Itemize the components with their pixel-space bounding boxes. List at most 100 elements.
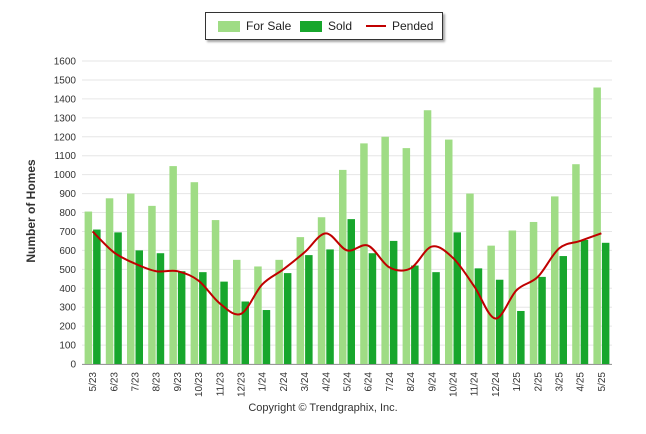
pended-swatch	[366, 25, 386, 27]
x-tick-label: 5/23	[88, 372, 99, 392]
y-tick-label: 0	[70, 360, 76, 371]
x-tick-label: 11/24	[470, 372, 481, 397]
bars	[84, 87, 610, 364]
bar-for-sale-6/23	[105, 198, 114, 364]
legend-item-sold: Sold	[300, 13, 352, 39]
bar-for-sale-12/24	[487, 245, 495, 364]
y-axis-ticks: 0 100 200 300 400 500 600 700 800 900 1000 1100 1200…	[54, 57, 77, 371]
bar-sold-6/23	[114, 232, 122, 364]
pended-line	[91, 230, 602, 320]
x-tick-label: 1/25	[512, 372, 523, 392]
x-tick-label: 5/25	[597, 372, 608, 392]
y-tick-label: 600	[59, 246, 76, 257]
y-tick-label: 400	[59, 284, 76, 295]
x-axis-ticks: 5/23 6/23 7/23 8/23 9/23 10/23 11/23 12/23 1/24 2…	[88, 372, 608, 397]
bar-for-sale-5/23	[84, 211, 93, 364]
x-tick-label: 2/25	[533, 372, 544, 392]
legend-label-for-sale: For Sale	[246, 19, 292, 33]
bar-sold-2/25	[538, 276, 546, 364]
x-tick-label: 10/24	[449, 372, 460, 397]
bar-for-sale-4/24	[317, 217, 326, 364]
x-tick-label: 6/24	[364, 372, 375, 392]
bar-sold-9/24	[432, 272, 440, 364]
x-tick-label: 3/25	[555, 372, 566, 392]
bar-for-sale-4/25	[572, 164, 580, 364]
legend: For Sale Sold Pended	[205, 12, 443, 40]
x-tick-label: 12/24	[491, 372, 502, 397]
for-sale-swatch	[218, 20, 240, 32]
bar-for-sale-5/24	[339, 169, 347, 364]
x-tick-label: 8/23	[152, 372, 163, 392]
y-tick-label: 700	[59, 227, 76, 238]
x-tick-label: 9/24	[427, 372, 438, 392]
bar-sold-8/24	[411, 265, 419, 364]
y-tick-label: 1000	[54, 170, 77, 181]
x-tick-label: 12/23	[237, 372, 248, 397]
bar-for-sale-10/23	[190, 182, 199, 364]
pended-line-group	[91, 230, 602, 320]
bar-sold-5/25	[601, 242, 610, 364]
legend-label-sold: Sold	[328, 19, 353, 33]
bar-for-sale-9/24	[423, 110, 432, 364]
bar-sold-1/25	[517, 310, 525, 364]
x-tick-label: 8/24	[406, 372, 417, 392]
bar-for-sale-1/24	[254, 266, 262, 364]
bar-for-sale-2/25	[529, 221, 538, 364]
bar-for-sale-5/25	[593, 87, 601, 364]
bar-for-sale-7/23	[127, 193, 135, 364]
bar-for-sale-11/23	[211, 220, 220, 364]
y-tick-label: 900	[59, 189, 76, 200]
bar-sold-12/24	[495, 279, 504, 364]
x-tick-label: 5/24	[343, 372, 354, 392]
bar-sold-5/24	[347, 219, 355, 364]
y-tick-label: 1600	[54, 57, 77, 68]
y-tick-label: 1300	[54, 113, 77, 124]
bar-sold-9/23	[177, 271, 186, 364]
x-tick-label: 10/23	[194, 372, 205, 397]
legend-item-pended: Pended	[366, 13, 433, 39]
y-tick-label: 100	[59, 341, 76, 352]
x-tick-label: 2/24	[279, 372, 290, 392]
legend-label-pended: Pended	[392, 19, 434, 33]
bar-sold-6/24	[368, 253, 377, 364]
legend-item-for-sale: For Sale	[218, 13, 291, 39]
bar-sold-4/25	[580, 239, 589, 364]
bar-for-sale-7/24	[381, 136, 389, 364]
y-tick-label: 800	[59, 208, 76, 219]
bar-sold-7/23	[135, 250, 143, 364]
bar-sold-8/23	[156, 253, 165, 364]
copyright-footer: Copyright © Trendgraphix, Inc.	[248, 402, 398, 414]
bar-for-sale-2/24	[275, 259, 283, 364]
y-axis-label: Number of Homes	[24, 159, 38, 263]
bar-sold-12/23	[241, 301, 249, 364]
bar-sold-5/23	[93, 229, 101, 364]
bar-for-sale-8/23	[148, 205, 156, 364]
x-tick-label: 1/24	[258, 372, 269, 392]
bar-sold-10/23	[199, 272, 207, 364]
sold-swatch	[300, 20, 322, 32]
bar-sold-2/24	[283, 273, 292, 364]
x-tick-label: 9/23	[173, 372, 184, 392]
bar-for-sale-8/24	[402, 148, 411, 364]
bar-sold-11/23	[220, 281, 228, 364]
bar-for-sale-3/25	[551, 196, 559, 364]
x-tick-label: 11/23	[215, 372, 226, 397]
bar-sold-11/24	[474, 268, 483, 364]
y-tick-label: 1500	[54, 75, 77, 86]
y-tick-label: 1100	[54, 151, 76, 162]
y-tick-label: 200	[59, 322, 76, 333]
y-tick-label: 1400	[54, 94, 77, 105]
y-tick-label: 500	[59, 265, 76, 276]
bar-sold-1/24	[262, 310, 271, 364]
bar-for-sale-9/23	[169, 166, 177, 364]
bar-sold-4/24	[326, 249, 334, 364]
x-tick-label: 3/24	[300, 372, 311, 392]
x-tick-label: 6/23	[109, 372, 120, 392]
x-tick-label: 4/25	[576, 372, 587, 392]
bar-sold-3/25	[559, 256, 567, 364]
x-tick-label: 7/24	[385, 372, 396, 392]
bar-for-sale-12/23	[233, 259, 241, 364]
y-tick-label: 1200	[54, 132, 77, 143]
bar-sold-3/24	[305, 255, 313, 364]
